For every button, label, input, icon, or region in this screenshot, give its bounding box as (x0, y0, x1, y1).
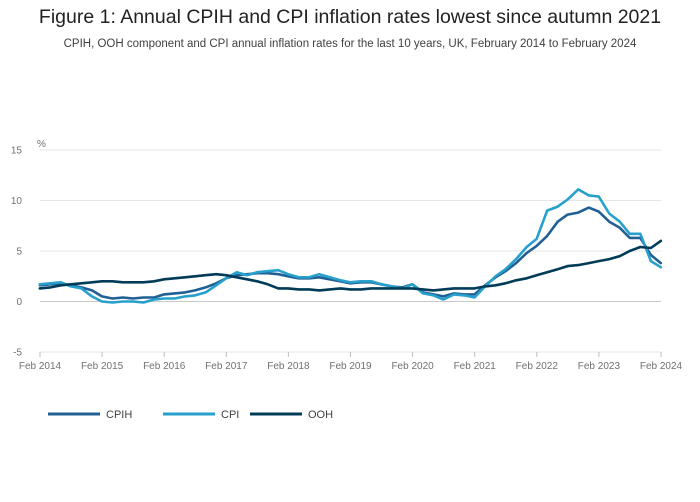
series-line-ooh (38, 239, 663, 292)
chart-subtitle: CPIH, OOH component and CPI annual infla… (63, 38, 637, 50)
x-tick-label: Feb 2020 (391, 361, 434, 372)
grid-lines (40, 149, 661, 353)
legend-label-cpih: CPIH (106, 409, 132, 421)
x-tick-label: Feb 2018 (267, 361, 310, 372)
legend-label-cpi: CPI (221, 409, 239, 421)
series-line-cpi (38, 188, 663, 304)
series-lines (38, 188, 663, 304)
x-tick-label: Feb 2024 (640, 361, 683, 372)
x-tick-label: Feb 2015 (81, 361, 124, 372)
y-tick-label: 10 (11, 196, 23, 207)
y-tick-label: 5 (16, 247, 22, 258)
y-tick-label: 15 (11, 146, 23, 157)
x-tick-label: Feb 2023 (578, 361, 621, 372)
y-tick-label: -5 (13, 348, 22, 359)
legend-label-ooh: OOH (308, 409, 333, 421)
series-line-cpih (38, 206, 663, 300)
x-tick-label: Feb 2014 (19, 361, 62, 372)
x-tick-label: Feb 2022 (516, 361, 559, 372)
chart-title: Figure 1: Annual CPIH and CPI inflation … (38, 6, 662, 28)
y-axis-label: % (37, 139, 46, 150)
legend: CPIH CPI OOH (48, 409, 333, 421)
x-tick-label: Feb 2021 (454, 361, 497, 372)
x-tick-label: Feb 2019 (329, 361, 372, 372)
x-tick-label: Feb 2017 (205, 361, 248, 372)
x-axis: Feb 2014 Feb 2015 Feb 2016 Feb 2017 Feb 2018… (19, 352, 683, 372)
y-axis: % 15 10 5 0 -5 (11, 139, 46, 359)
x-tick-label: Feb 2016 (143, 361, 186, 372)
y-tick-label: 0 (16, 297, 22, 308)
